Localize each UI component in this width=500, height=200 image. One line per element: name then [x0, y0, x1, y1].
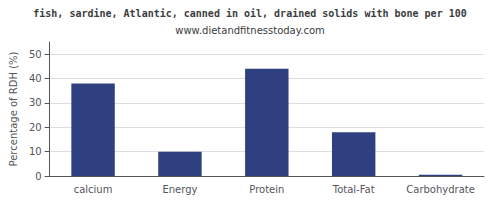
svg-text:20: 20 [29, 122, 42, 133]
svg-text:Energy: Energy [162, 184, 197, 195]
svg-text:10: 10 [29, 146, 42, 157]
svg-text:30: 30 [29, 97, 42, 108]
svg-text:Percentage of RDH (%): Percentage of RDH (%) [8, 51, 19, 166]
svg-text:0: 0 [35, 171, 41, 182]
svg-text:calcium: calcium [74, 184, 113, 195]
svg-text:Carbohydrate: Carbohydrate [406, 184, 475, 195]
svg-text:50: 50 [29, 49, 42, 60]
svg-text:Total-Fat: Total-Fat [332, 184, 375, 195]
svg-text:Protein: Protein [249, 184, 284, 195]
svg-text:40: 40 [29, 73, 42, 84]
svg-text:www.dietandfitnesstoday.com: www.dietandfitnesstoday.com [175, 25, 324, 36]
svg-text:fish, sardine, Atlantic, canne: fish, sardine, Atlantic, canned in oil, … [33, 8, 466, 19]
